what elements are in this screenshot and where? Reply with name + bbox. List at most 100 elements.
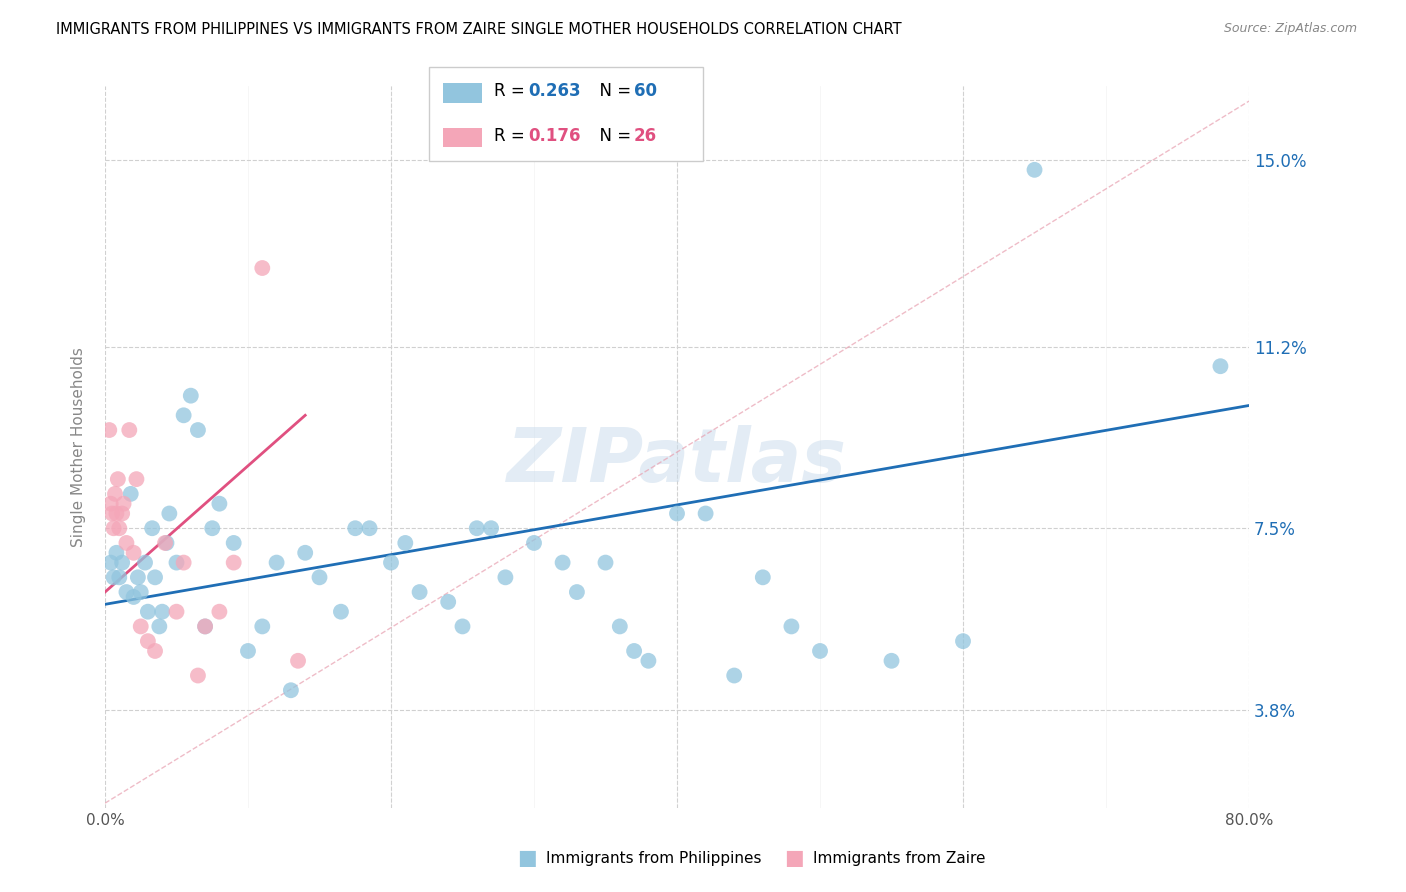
Point	[637, 654, 659, 668]
Text: N =: N =	[589, 82, 637, 100]
Point	[157, 507, 180, 521]
Point	[180, 389, 202, 403]
Point	[408, 585, 430, 599]
Point	[194, 619, 217, 633]
Point	[143, 570, 166, 584]
Point	[808, 644, 831, 658]
Y-axis label: Single Mother Households: Single Mother Households	[72, 347, 86, 547]
Point	[187, 423, 209, 437]
Point	[201, 521, 224, 535]
Point	[108, 521, 131, 535]
Text: R =: R =	[494, 82, 530, 100]
Point	[451, 619, 474, 633]
Point	[294, 546, 316, 560]
Point	[194, 619, 217, 633]
Point	[359, 521, 381, 535]
Point	[115, 536, 138, 550]
Text: 60: 60	[634, 82, 657, 100]
Text: 0.176: 0.176	[529, 127, 581, 145]
Text: Source: ZipAtlas.com: Source: ZipAtlas.com	[1223, 22, 1357, 36]
Point	[344, 521, 367, 535]
Point	[252, 260, 274, 275]
Text: Immigrants from Philippines: Immigrants from Philippines	[546, 851, 761, 865]
Point	[103, 521, 125, 535]
Point	[465, 521, 488, 535]
Point	[287, 654, 309, 668]
Point	[136, 605, 159, 619]
Point	[1024, 162, 1046, 177]
Point	[308, 570, 330, 584]
Point	[173, 409, 195, 423]
Text: R =: R =	[494, 127, 530, 145]
Text: ■: ■	[785, 848, 804, 868]
Point	[437, 595, 460, 609]
Text: 0.263: 0.263	[529, 82, 581, 100]
Point	[380, 556, 402, 570]
Point	[880, 654, 903, 668]
Point	[329, 605, 352, 619]
Point	[100, 556, 122, 570]
Point	[479, 521, 502, 535]
Point	[129, 585, 152, 599]
Point	[148, 619, 170, 633]
Point	[266, 556, 288, 570]
Point	[394, 536, 416, 550]
Point	[115, 585, 138, 599]
Point	[136, 634, 159, 648]
Point	[105, 507, 128, 521]
Text: 26: 26	[634, 127, 657, 145]
Point	[666, 507, 689, 521]
Point	[141, 521, 163, 535]
Point	[153, 536, 176, 550]
Point	[118, 423, 141, 437]
Point	[752, 570, 775, 584]
Text: IMMIGRANTS FROM PHILIPPINES VS IMMIGRANTS FROM ZAIRE SINGLE MOTHER HOUSEHOLDS CO: IMMIGRANTS FROM PHILIPPINES VS IMMIGRANT…	[56, 22, 901, 37]
Point	[952, 634, 974, 648]
Point	[122, 546, 145, 560]
Point	[565, 585, 588, 599]
Point	[108, 570, 131, 584]
Point	[695, 507, 717, 521]
Point	[173, 556, 195, 570]
Point	[150, 605, 173, 619]
Point	[252, 619, 274, 633]
Point	[1209, 359, 1232, 374]
Point	[104, 487, 127, 501]
Point	[595, 556, 617, 570]
Point	[143, 644, 166, 658]
Point	[236, 644, 259, 658]
Point	[111, 507, 134, 521]
Point	[551, 556, 574, 570]
Point	[125, 472, 148, 486]
Point	[112, 497, 135, 511]
Point	[120, 487, 142, 501]
Point	[105, 546, 128, 560]
Point	[208, 497, 231, 511]
Point	[107, 472, 129, 486]
Point	[494, 570, 516, 584]
Point	[129, 619, 152, 633]
Point	[122, 590, 145, 604]
Point	[187, 668, 209, 682]
Point	[222, 536, 245, 550]
Point	[280, 683, 302, 698]
Text: ZIPatlas: ZIPatlas	[508, 425, 846, 498]
Text: Immigrants from Zaire: Immigrants from Zaire	[813, 851, 986, 865]
Point	[523, 536, 546, 550]
Point	[623, 644, 645, 658]
Point	[166, 605, 188, 619]
Point	[98, 423, 121, 437]
Text: N =: N =	[589, 127, 637, 145]
Point	[111, 556, 134, 570]
Text: ■: ■	[517, 848, 537, 868]
Point	[208, 605, 231, 619]
Point	[723, 668, 745, 682]
Point	[103, 570, 125, 584]
Point	[166, 556, 188, 570]
Point	[780, 619, 803, 633]
Point	[101, 507, 124, 521]
Point	[222, 556, 245, 570]
Point	[609, 619, 631, 633]
Point	[155, 536, 177, 550]
Point	[127, 570, 149, 584]
